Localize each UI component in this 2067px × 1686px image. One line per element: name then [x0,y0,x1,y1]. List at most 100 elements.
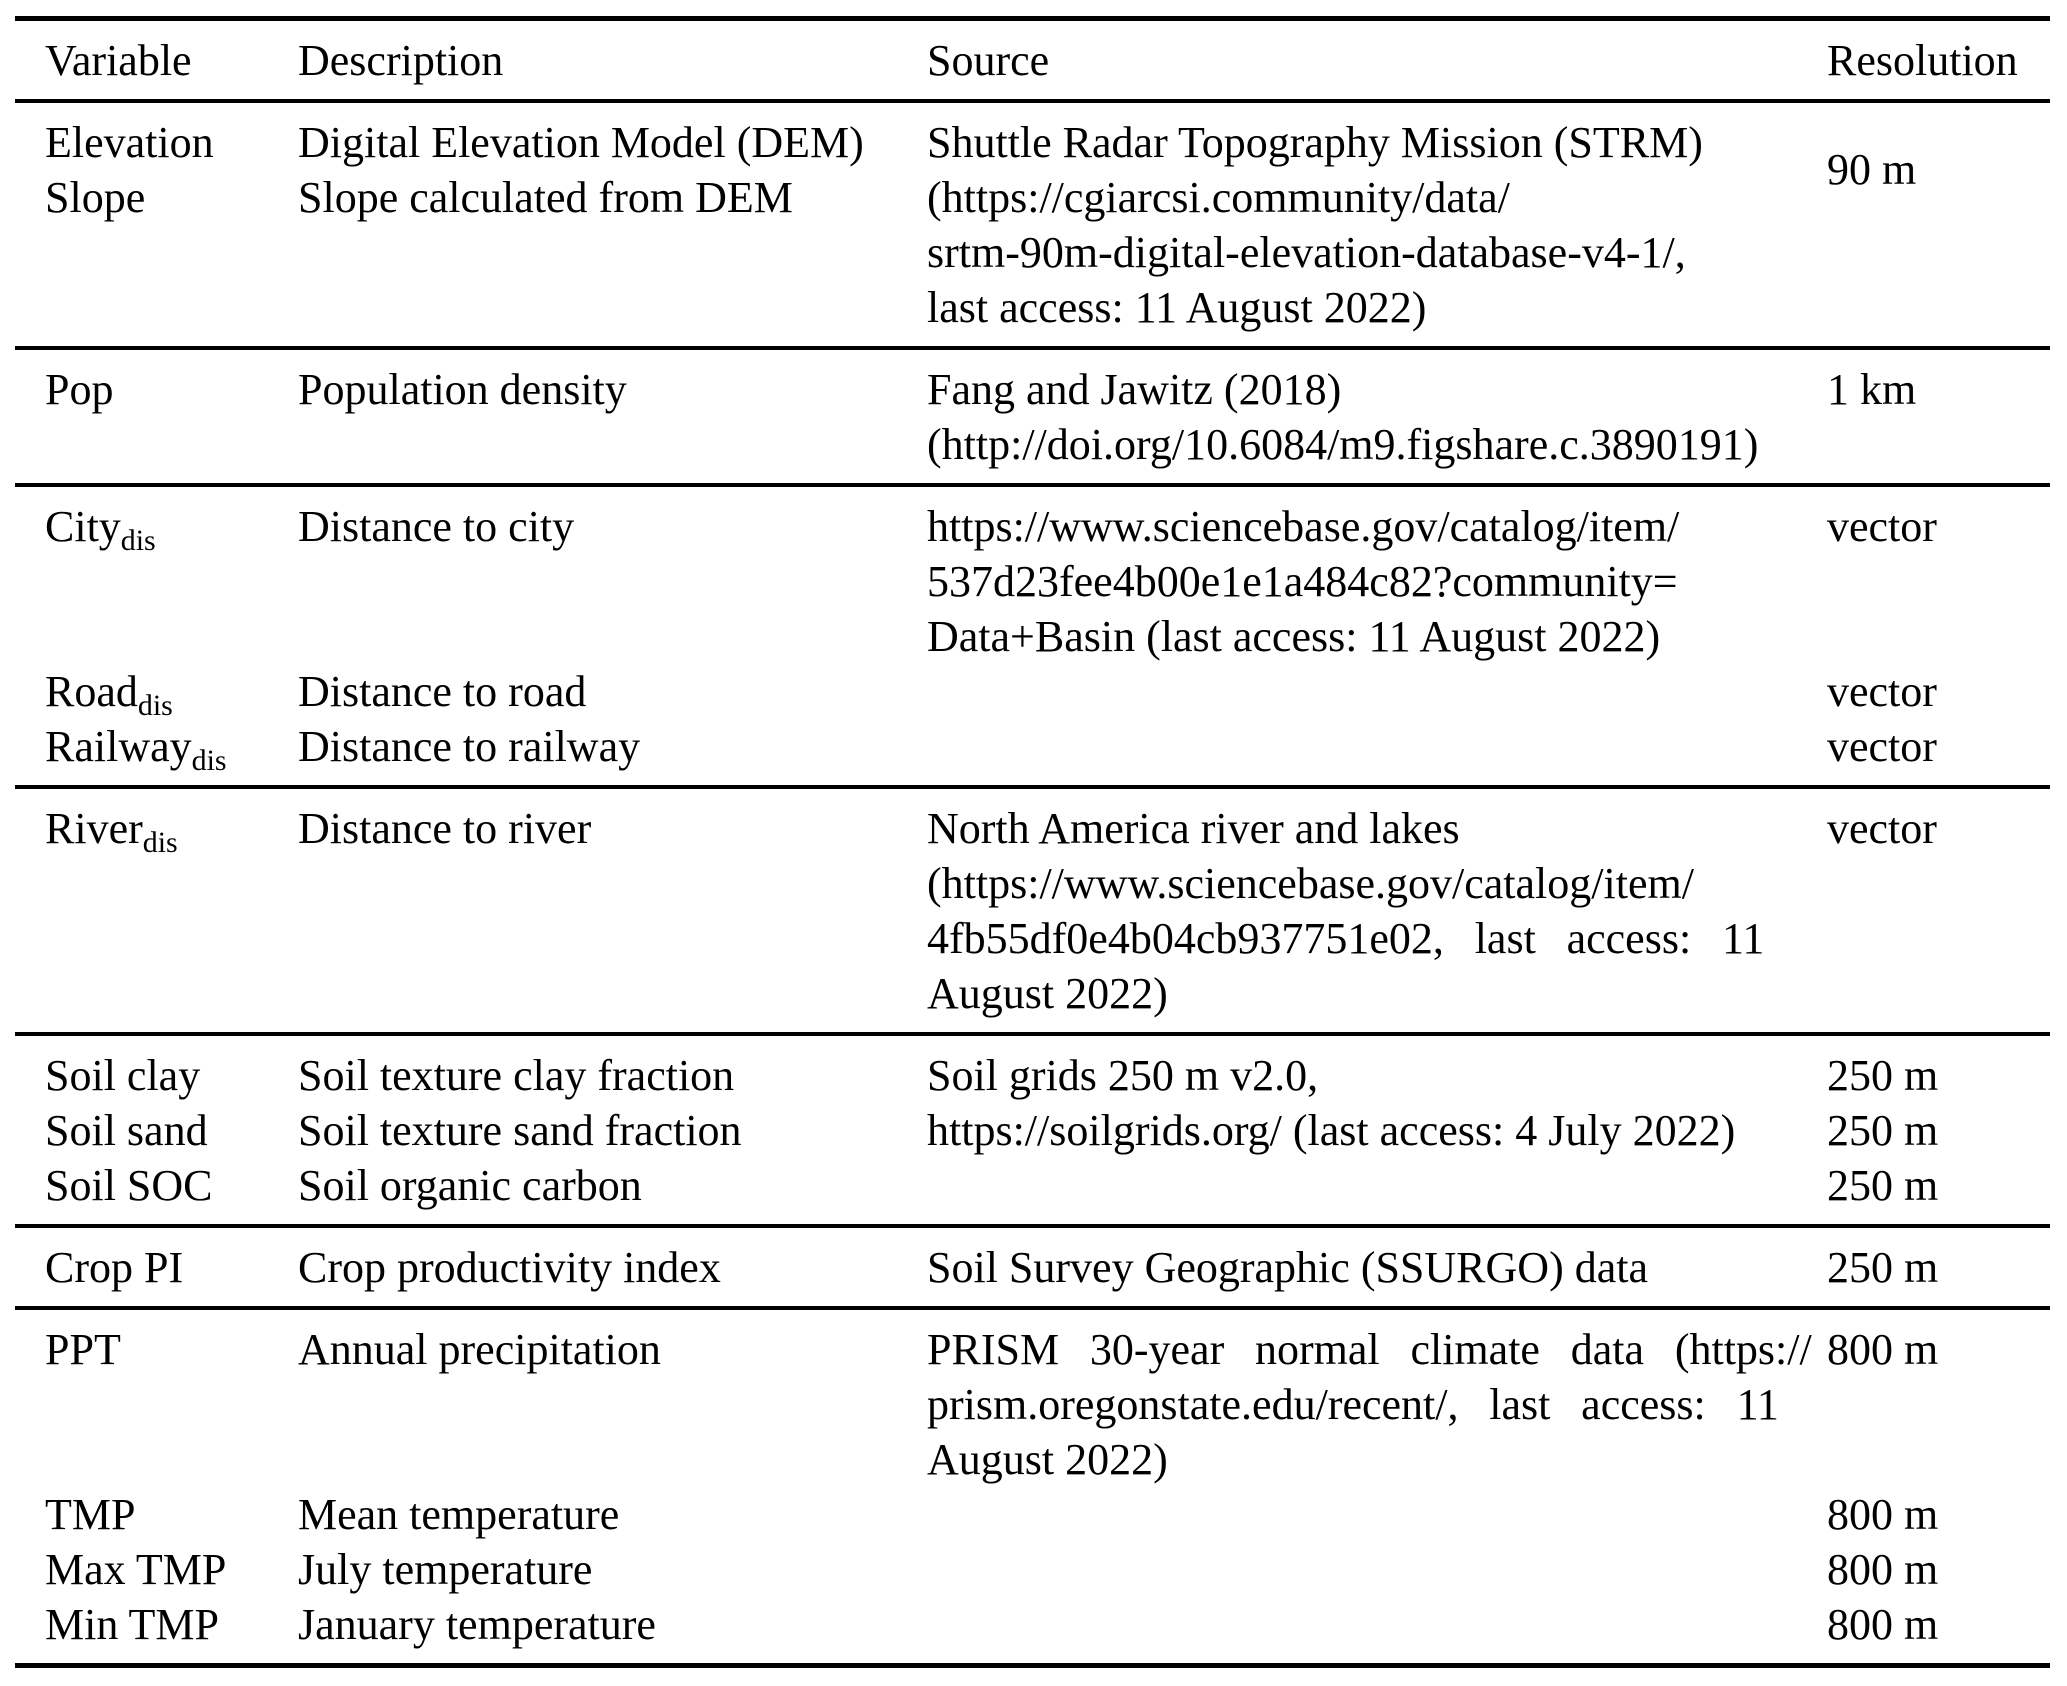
description-cell: Soil texture clay fraction Soil texture … [298,1048,927,1213]
resolution-value: 800 m [1827,1600,1939,1649]
variable-cell: Citydis Roaddis Railwaydis [45,499,298,777]
source-cell: North America river and lakes (https://w… [927,801,1827,1021]
resolution-value: 250 m [1827,1051,1939,1100]
column-header-source: Source [927,36,1050,85]
section-soil: Soil clay Soil sand Soil SOC Soil textur… [15,1036,2050,1224]
section-divider-rule [15,346,2050,350]
variable-subscript: dis [191,743,227,777]
source-line: last access: 11 August 2022) [927,283,1427,332]
description-text: Soil texture sand fraction [298,1106,742,1155]
description-text: Distance to road [298,667,587,716]
description-text: Annual precipitation [298,1325,661,1374]
section-climate: PPT TMP Max TMP Min TMP Annual precipita… [15,1310,2050,1663]
resolution-cell: vector [1827,801,2050,1021]
source-url-line: (https://cgiarcsi.community/data/ [927,173,1510,222]
resolution-cell: vector vector vector [1827,499,2050,774]
column-header-variable: Variable [45,36,192,85]
resolution-cell: 90 m [1827,115,2050,335]
spacer [298,609,927,664]
resolution-value: 1 km [1827,365,1917,414]
header-divider-rule [15,99,2050,103]
description-text: Slope calculated from DEM [298,173,793,222]
variable-name: Max TMP [45,1545,227,1594]
source-line: Soil grids 250 m v2.0, [927,1051,1319,1100]
source-url-line: (https://www.sciencebase.gov/catalog/ite… [927,859,1694,908]
section-divider-rule [15,1224,2050,1228]
source-cell: https://www.sciencebase.gov/catalog/item… [927,499,1827,774]
source-url-line: (http://doi.org/10.6084/m9.figshare.c.38… [927,420,1759,469]
description-text: Soil organic carbon [298,1161,642,1210]
variable-name: Soil SOC [45,1161,213,1210]
table-bottom-rule [15,1663,2050,1668]
source-line: Soil Survey Geographic (SSURGO) data [927,1243,1649,1292]
description-cell: Crop productivity index [298,1240,927,1295]
column-header-resolution: Resolution [1827,36,2018,85]
source-line: North America river and lakes [927,804,1460,853]
spacer [45,1377,298,1432]
section-divider-rule [15,483,2050,487]
variable-cell: PPT TMP Max TMP Min TMP [45,1322,298,1652]
spacer [298,554,927,609]
data-sources-table: Variable Description Source Resolution E… [15,16,2050,1668]
variable-name: PPT [45,1325,121,1374]
source-url-line: prism.oregonstate.edu/recent/, last acce… [927,1380,1779,1429]
section-divider-rule [15,1032,2050,1036]
description-text: July temperature [298,1545,593,1594]
variable-cell: Soil clay Soil sand Soil SOC [45,1048,298,1213]
variable-name: Citydis [45,502,156,557]
description-cell: Population density [298,362,927,472]
source-line: PRISM 30-year normal climate data (https… [927,1325,1812,1374]
source-line: Fang and Jawitz (2018) [927,365,1342,414]
source-cell: Fang and Jawitz (2018) (http://doi.org/1… [927,362,1827,472]
source-cell: PRISM 30-year normal climate data (https… [927,1322,1827,1652]
source-url-line: 537d23fee4b00e1e1a484c82?community= [927,557,1678,606]
source-line: Shuttle Radar Topography Mission (STRM) [927,118,1703,167]
variable-cell: Crop PI [45,1240,298,1295]
source-url-line: 4fb55df0e4b04cb937751e02, last access: 1… [927,914,1765,963]
variable-name: Slope [45,173,146,222]
description-text: January temperature [298,1600,656,1649]
source-line: August 2022) [927,1435,1168,1484]
description-text: Distance to river [298,804,592,853]
spacer [45,554,298,609]
section-divider-rule [15,785,2050,789]
table-header-row: Variable Description Source Resolution [15,21,2050,99]
variable-name: Railwaydis [45,722,227,777]
section-crop: Crop PI Crop productivity index Soil Sur… [15,1228,2050,1306]
table-top-rule [15,16,2050,21]
resolution-value: 250 m [1827,1106,1939,1155]
spacer [1827,1432,2050,1487]
column-header-description: Description [298,36,504,85]
description-text: Distance to railway [298,722,641,771]
header-cell-source: Source [927,33,1827,88]
resolution-value: 800 m [1827,1545,1939,1594]
resolution-value: 250 m [1827,1243,1939,1292]
variable-cell: Pop [45,362,298,472]
variable-name: Pop [45,365,114,414]
variable-cell: Riverdis [45,801,298,1021]
source-cell: Shuttle Radar Topography Mission (STRM) … [927,115,1827,335]
description-cell: Annual precipitation Mean temperature Ju… [298,1322,927,1652]
description-cell: Distance to city Distance to road Distan… [298,499,927,774]
resolution-value: vector [1827,722,1937,771]
section-river: Riverdis Distance to river North America… [15,789,2050,1032]
spacer [1827,1377,2050,1432]
variable-subscript: dis [120,523,156,557]
section-elevation-slope: Elevation Slope Digital Elevation Model … [15,103,2050,346]
spacer [1827,609,2050,664]
description-text: Crop productivity index [298,1243,721,1292]
description-cell: Distance to river [298,801,927,1021]
variable-subscript: dis [142,825,178,859]
description-text: Population density [298,365,627,414]
source-url-line: srtm-90m-digital-elevation-database-v4-1… [927,228,1686,277]
variable-cell: Elevation Slope [45,115,298,335]
description-cell: Digital Elevation Model (DEM) Slope calc… [298,115,927,335]
variable-name: Roaddis [45,667,173,722]
resolution-value: vector [1827,804,1937,853]
description-text: Distance to city [298,502,575,551]
resolution-value: 800 m [1827,1490,1939,1539]
header-cell-variable: Variable [45,33,298,88]
header-cell-description: Description [298,33,927,88]
variable-name: Elevation [45,118,214,167]
description-text: Mean temperature [298,1490,620,1539]
